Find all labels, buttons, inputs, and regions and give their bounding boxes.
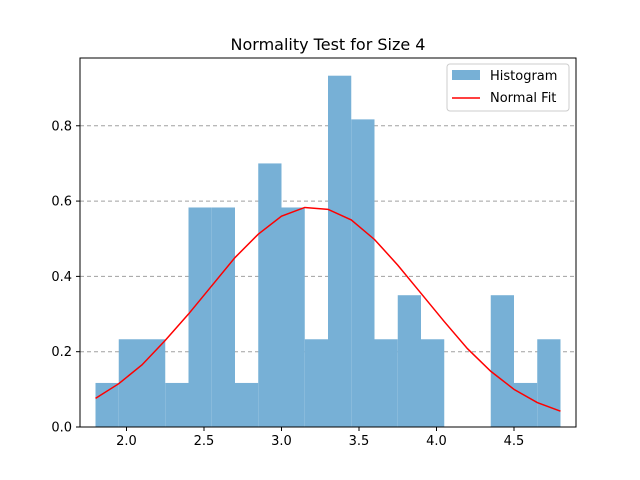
histogram-bar [211,207,235,427]
histogram-bar [490,295,514,427]
histogram-bar [258,163,282,427]
x-tick-label: 3.0 [271,434,292,449]
histogram-bar [235,382,259,427]
histogram-bar [95,382,119,427]
histogram-bar [421,339,445,427]
x-axis: 2.0 2.5 3.0 3.5 4.0 4.5 [116,427,524,449]
y-tick-label: 0.6 [51,195,72,210]
y-tick-label: 0.2 [51,345,72,360]
legend: Histogram Normal Fit [446,63,570,112]
normal-fit-polyline [95,206,561,412]
histogram-bar [188,207,212,427]
x-tick-label: 4.0 [426,434,447,449]
y-tick-label: 0.8 [51,119,72,134]
normal-fit-line [95,206,561,412]
histogram-bars [95,75,561,428]
legend-histogram-label: Histogram [490,69,557,84]
histogram-bar [328,75,352,428]
histogram-bar [537,339,561,427]
y-tick-label: 0.0 [51,421,72,436]
plot-frame [79,57,577,428]
histogram-bar [142,339,166,427]
x-tick-label: 2.0 [116,434,137,449]
histogram-bar [281,207,305,427]
histogram-bar [304,339,328,427]
histogram-bar [165,382,189,427]
y-tick-label: 0.4 [51,270,72,285]
x-tick-label: 4.5 [504,434,525,449]
legend-normal-fit-label: Normal Fit [490,91,556,106]
histogram-bar [514,382,538,427]
histogram-bar [397,295,421,427]
histogram-bar [118,339,142,427]
y-axis: 0.0 0.2 0.4 0.6 0.8 [51,119,80,436]
histogram-bar [374,339,398,427]
x-tick-label: 3.5 [349,434,370,449]
histogram-bar [351,119,375,428]
x-tick-label: 2.5 [194,434,215,449]
legend-histogram-swatch [452,70,480,80]
chart-title: Normality Test for Size 4 [231,35,426,54]
